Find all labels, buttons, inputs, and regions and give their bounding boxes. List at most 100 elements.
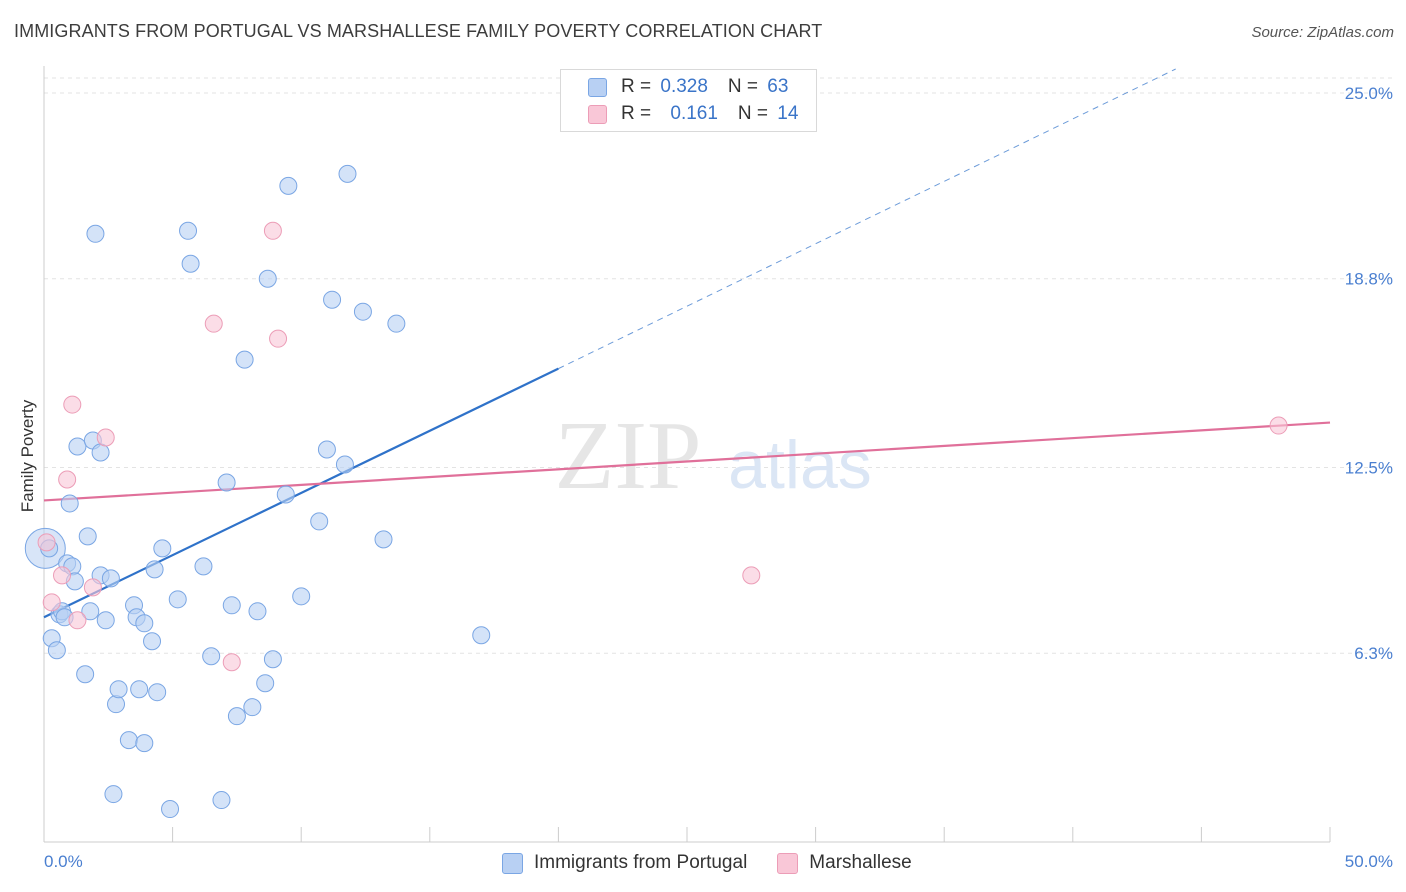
legend-row-marshallese: R = 0.161 N = 14: [588, 103, 798, 125]
data-point-portugal: [317, 440, 336, 459]
data-point-portugal: [143, 632, 162, 651]
data-point-portugal: [78, 527, 97, 546]
trend-line-portugal-extension: [558, 68, 1176, 370]
data-point-portugal: [227, 707, 246, 726]
legend-swatch-blue: [588, 77, 607, 97]
legend-r-value: 0.328: [660, 76, 708, 97]
data-point-marshallese: [742, 566, 761, 585]
legend-swatch-blue: [502, 852, 523, 874]
data-point-portugal: [248, 602, 267, 621]
axes: [43, 66, 1331, 843]
data-point-portugal: [387, 314, 406, 333]
chart-title: IMMIGRANTS FROM PORTUGAL VS MARSHALLESE …: [14, 21, 823, 41]
y-tick-label: 18.8%: [1345, 270, 1393, 289]
x-tick-label-max: 50.0%: [1344, 852, 1393, 871]
trend-lines: [43, 68, 1331, 619]
legend-r-label: R =: [621, 103, 657, 124]
data-point-portugal: [104, 785, 123, 804]
data-point-marshallese: [204, 314, 223, 333]
watermark-zip: ZIP: [555, 402, 702, 510]
data-point-portugal: [243, 698, 262, 717]
data-point-portugal: [194, 557, 213, 576]
data-point-portugal: [68, 437, 87, 456]
legend-swatch-pink: [588, 104, 607, 124]
data-point-portugal: [338, 164, 357, 183]
data-point-portugal: [472, 626, 491, 645]
data-point-portugal: [263, 650, 282, 669]
data-point-marshallese: [96, 428, 115, 447]
data-point-portugal: [60, 494, 79, 513]
source-credit: Source: ZipAtlas.com: [1251, 24, 1394, 41]
data-point-marshallese: [42, 593, 61, 612]
series-legend: Immigrants from Portugal Marshallese: [502, 852, 942, 874]
trend-line-portugal: [43, 367, 559, 619]
data-point-portugal: [107, 695, 126, 714]
legend-n-label: N =: [737, 103, 774, 124]
data-point-portugal: [179, 221, 198, 240]
data-point-portugal: [109, 680, 128, 699]
data-point-portugal: [130, 680, 149, 699]
data-point-portugal: [222, 596, 241, 615]
data-point-portugal: [353, 302, 372, 321]
data-point-marshallese: [269, 329, 288, 348]
data-point-marshallese: [63, 395, 82, 414]
data-point-portugal: [91, 443, 110, 462]
data-point-marshallese: [68, 611, 87, 630]
data-point-portugal: [161, 800, 180, 819]
legend-n-value: 63: [767, 76, 789, 97]
y-tick-labels: 6.3% 12.5% 18.8% 25.0%: [1345, 84, 1393, 663]
data-point-marshallese: [53, 566, 72, 585]
legend-item-portugal[interactable]: Immigrants from Portugal: [502, 852, 747, 874]
data-point-portugal: [81, 602, 100, 621]
legend-item-marshallese[interactable]: Marshallese: [777, 852, 912, 874]
data-point-portugal: [168, 590, 187, 609]
data-point-portugal: [181, 254, 200, 273]
x-tick-label-min: 0.0%: [44, 852, 83, 871]
data-point-portugal: [153, 539, 172, 558]
data-point-portugal: [86, 224, 105, 243]
data-point-portugal: [96, 611, 115, 630]
y-tick-label: 25.0%: [1345, 84, 1393, 103]
data-point-marshallese: [1269, 416, 1288, 435]
y-tick-label: 12.5%: [1345, 458, 1393, 477]
data-point-portugal: [148, 683, 167, 702]
data-point-marshallese: [222, 653, 241, 672]
stats-legend: R = 0.328 N = 63 R = 0.161 N = 14: [560, 69, 817, 132]
legend-n-label: N =: [727, 76, 764, 97]
data-point-portugal: [145, 560, 164, 579]
watermark: ZIP atlas: [555, 402, 872, 510]
legend-n-value: 14: [777, 103, 799, 124]
watermark-atlas: atlas: [728, 427, 872, 503]
legend-r-label: R =: [621, 76, 657, 97]
data-point-portugal: [323, 290, 342, 309]
data-point-portugal: [310, 512, 329, 531]
data-point-portugal: [279, 176, 298, 195]
data-point-portugal: [292, 587, 311, 606]
data-point-portugal: [374, 530, 393, 549]
legend-r-value: 0.161: [670, 103, 718, 124]
data-point-marshallese: [263, 221, 282, 240]
data-point-portugal: [217, 473, 236, 492]
legend-label-portugal: Immigrants from Portugal: [534, 852, 748, 873]
data-point-portugal: [47, 641, 66, 660]
legend-swatch-pink: [777, 852, 799, 874]
data-point-portugal: [256, 674, 275, 693]
legend-label-marshallese: Marshallese: [809, 852, 912, 873]
legend-row-portugal: R = 0.328 N = 63: [588, 76, 788, 98]
data-point-portugal: [212, 791, 231, 810]
data-point-portugal: [101, 569, 120, 588]
data-point-portugal: [119, 731, 138, 750]
data-point-marshallese: [58, 470, 77, 489]
data-point-marshallese: [37, 533, 56, 552]
data-point-marshallese: [83, 578, 102, 597]
data-points: [24, 164, 1288, 819]
data-point-portugal: [258, 269, 277, 288]
data-point-portugal: [135, 614, 154, 633]
y-tick-label: 6.3%: [1354, 644, 1393, 663]
data-point-portugal: [135, 734, 154, 753]
data-point-portugal: [76, 665, 95, 684]
trend-line-marshallese: [43, 421, 1331, 502]
data-point-portugal: [235, 350, 254, 369]
data-point-portugal: [202, 647, 221, 666]
